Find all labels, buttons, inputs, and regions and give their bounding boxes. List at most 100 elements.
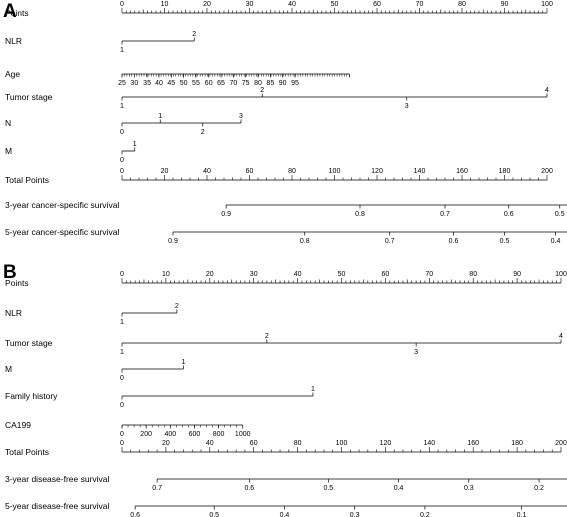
tick-label: 0.5 xyxy=(323,485,333,492)
tick-label: 0 xyxy=(120,440,124,447)
tick-label: 80 xyxy=(254,80,262,87)
tick-label: 90 xyxy=(501,1,509,8)
tick-label: 3 xyxy=(414,349,418,356)
tick-label: 200 xyxy=(541,168,553,175)
tick-label: 0.7 xyxy=(152,485,162,492)
tick-label: 160 xyxy=(456,168,468,175)
row-label-m: M xyxy=(5,364,12,374)
tick-label: 1 xyxy=(133,141,137,148)
tick-label: 75 xyxy=(242,80,250,87)
tick-label: 20 xyxy=(206,271,214,278)
tick-label: 0.6 xyxy=(449,238,459,245)
tick-label: 1 xyxy=(120,103,124,110)
tick-label: 70 xyxy=(416,1,424,8)
row-label-nlr: NLR xyxy=(5,308,22,318)
tick-label: 60 xyxy=(382,271,390,278)
panel-label: A xyxy=(3,1,17,22)
row-label-total-points: Total Points xyxy=(5,175,49,185)
tick-label: 0.8 xyxy=(355,211,365,218)
tick-label: 4 xyxy=(545,87,549,94)
tick-label: 100 xyxy=(336,440,348,447)
row-label-points: Points xyxy=(5,8,29,18)
tick-label: 30 xyxy=(130,80,138,87)
tick-label: 55 xyxy=(192,80,200,87)
tick-label: 20 xyxy=(162,440,170,447)
tick-label: 70 xyxy=(229,80,237,87)
tick-label: 80 xyxy=(469,271,477,278)
tick-label: 120 xyxy=(371,168,383,175)
tick-label: 80 xyxy=(294,440,302,447)
tick-label: 45 xyxy=(167,80,175,87)
tick-label: 0.9 xyxy=(168,238,178,245)
row-label-5-year-cancer-specific-survival: 5-year cancer-specific survival xyxy=(5,227,119,237)
tick-label: 20 xyxy=(161,168,169,175)
tick-label: 2 xyxy=(192,31,196,38)
tick-label: 100 xyxy=(555,271,567,278)
tick-label: 50 xyxy=(331,1,339,8)
tick-label: 0 xyxy=(120,431,124,438)
tick-label: 0 xyxy=(120,375,124,382)
tick-label: 0.4 xyxy=(551,238,561,245)
tick-label: 0.6 xyxy=(504,211,514,218)
tick-label: 40 xyxy=(294,271,302,278)
row-label-ca199: CA199 xyxy=(5,420,31,430)
tick-label: 0.6 xyxy=(244,485,254,492)
tick-label: 90 xyxy=(513,271,521,278)
row-label-family-history: Family history xyxy=(5,391,58,401)
tick-label: 30 xyxy=(246,1,254,8)
row-label-n: N xyxy=(5,118,11,128)
row-label-tumor-stage: Tumor stage xyxy=(5,92,53,102)
tick-label: 100 xyxy=(541,1,553,8)
row-label-nlr: NLR xyxy=(5,36,22,46)
tick-label: 4 xyxy=(559,333,563,340)
tick-label: 0.9 xyxy=(221,211,231,218)
tick-label: 30 xyxy=(250,271,258,278)
tick-label: 40 xyxy=(155,80,163,87)
tick-label: 0 xyxy=(120,1,124,8)
row-label-3-year-disease-free-survival: 3-year disease-free survival xyxy=(5,474,110,484)
tick-label: 1000 xyxy=(235,431,251,438)
tick-label: 100 xyxy=(329,168,341,175)
tick-label: 3 xyxy=(405,103,409,110)
tick-label: 40 xyxy=(203,168,211,175)
tick-label: 1 xyxy=(120,47,124,54)
row-label-total-points: Total Points xyxy=(5,447,49,457)
row-label-m: M xyxy=(5,146,12,156)
tick-label: 0 xyxy=(120,129,124,136)
tick-label: 180 xyxy=(499,168,511,175)
tick-label: 0.2 xyxy=(534,485,544,492)
tick-label: 60 xyxy=(250,440,258,447)
tick-label: 85 xyxy=(266,80,274,87)
tick-label: 0.4 xyxy=(280,512,290,517)
tick-label: 10 xyxy=(161,1,169,8)
tick-label: 1 xyxy=(120,349,124,356)
tick-label: 50 xyxy=(338,271,346,278)
tick-label: 0.7 xyxy=(385,238,395,245)
tick-label: 60 xyxy=(205,80,213,87)
tick-label: 160 xyxy=(467,440,479,447)
tick-label: 180 xyxy=(511,440,523,447)
tick-label: 0.1 xyxy=(517,512,527,517)
tick-label: 40 xyxy=(206,440,214,447)
panel-label: B xyxy=(3,262,17,283)
tick-label: 0.7 xyxy=(440,211,450,218)
tick-label: 60 xyxy=(373,1,381,8)
tick-label: 2 xyxy=(201,129,205,136)
tick-label: 0 xyxy=(120,157,124,164)
tick-label: 400 xyxy=(164,431,176,438)
tick-label: 1 xyxy=(182,359,186,366)
tick-label: 0 xyxy=(120,168,124,175)
tick-label: 0.6 xyxy=(130,512,140,517)
tick-label: 2 xyxy=(260,87,264,94)
tick-label: 2 xyxy=(175,303,179,310)
tick-label: 20 xyxy=(203,1,211,8)
tick-label: 70 xyxy=(425,271,433,278)
tick-label: 3 xyxy=(239,113,243,120)
tick-label: 0.2 xyxy=(420,512,430,517)
tick-label: 90 xyxy=(279,80,287,87)
tick-label: 80 xyxy=(288,168,296,175)
tick-label: 800 xyxy=(213,431,225,438)
tick-label: 0 xyxy=(120,402,124,409)
tick-label: 120 xyxy=(380,440,392,447)
tick-label: 140 xyxy=(423,440,435,447)
